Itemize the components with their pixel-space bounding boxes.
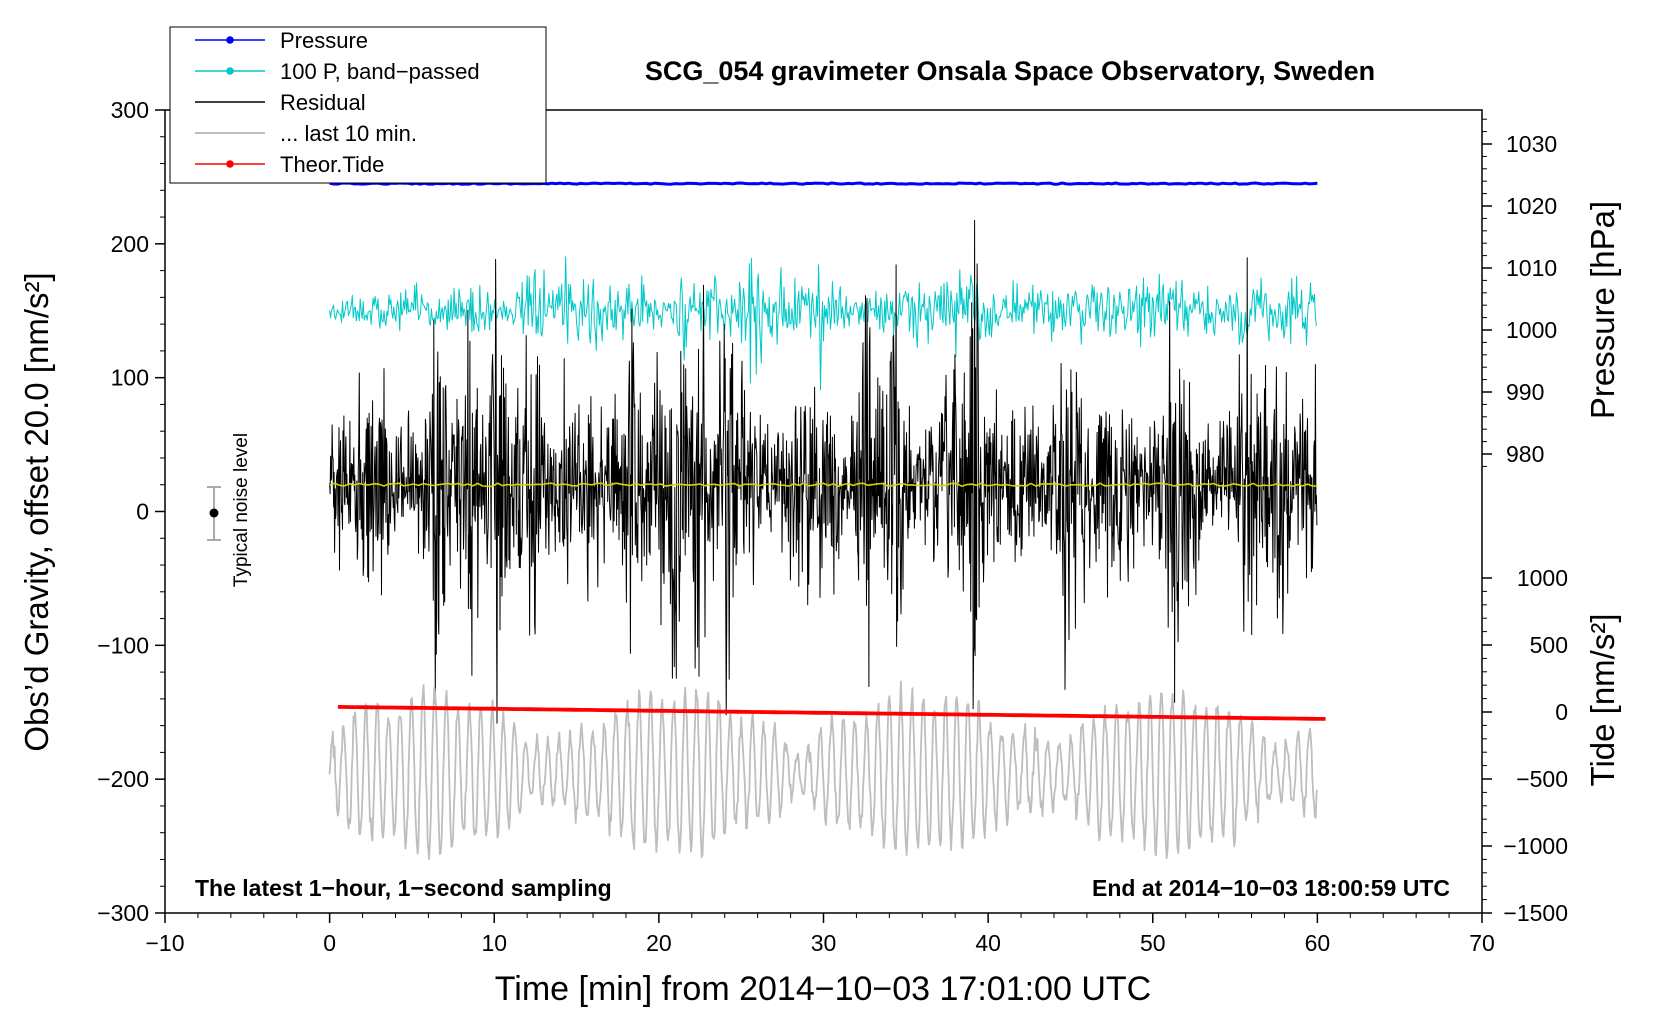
legend-marker xyxy=(226,160,234,168)
y-tick-label: 300 xyxy=(111,97,149,123)
pressure-tick-label: 1000 xyxy=(1506,317,1557,343)
tide-tick-label: 500 xyxy=(1530,632,1568,658)
y-tick-label: 100 xyxy=(111,365,149,391)
x-tick-label: −10 xyxy=(145,930,184,956)
pressure-tick-label: 1030 xyxy=(1506,131,1557,157)
pressure-tick-label: 980 xyxy=(1506,441,1544,467)
plot-frame xyxy=(164,109,1483,914)
y-tick-label: 200 xyxy=(111,231,149,257)
pressure-tick-label: 1020 xyxy=(1506,193,1557,219)
noise-level-label: Typical noise level xyxy=(231,433,252,587)
x-axis-label: Time [min] from 2014−10−03 17:01:00 UTC xyxy=(495,970,1151,1008)
noise-level-point xyxy=(209,508,219,518)
y-axis-label-left: Obs’d Gravity, offset 20.0 [nm/s²] xyxy=(18,272,55,751)
legend-label: Residual xyxy=(280,90,366,115)
y-axis-label-pressure: Pressure [hPa] xyxy=(1584,201,1621,419)
pressure-tick-label: 990 xyxy=(1506,379,1544,405)
axes-layer: −10 0 10 20 30 40 50 60 70−300−200−1000100200300… xyxy=(97,97,1568,956)
series-pressure xyxy=(329,181,1318,186)
annotation-end-time: End at 2014−10−03 18:00:59 UTC xyxy=(1092,875,1450,901)
series-last-10-min xyxy=(328,680,1319,861)
tide-tick-label: 0 xyxy=(1555,699,1568,725)
legend-marker xyxy=(226,36,234,44)
x-tick-label: 40 xyxy=(975,930,1001,956)
series-pressure-bandpassed xyxy=(329,256,1317,391)
x-tick-label: 50 xyxy=(1140,930,1166,956)
y-tick-label: −300 xyxy=(97,900,149,926)
x-tick-label: 10 xyxy=(481,930,507,956)
pressure-tick-label: 1010 xyxy=(1506,255,1557,281)
tide-tick-label: −1000 xyxy=(1503,833,1568,859)
noise-level-indicator: Typical noise level xyxy=(207,433,252,587)
x-tick-label: 70 xyxy=(1469,930,1495,956)
x-tick-label: 60 xyxy=(1305,930,1331,956)
x-tick-label: 20 xyxy=(646,930,672,956)
tide-tick-label: −500 xyxy=(1516,766,1568,792)
legend-label: Theor.Tide xyxy=(280,152,384,177)
series-residual xyxy=(329,219,1318,724)
legend-box xyxy=(169,26,547,184)
series-layer xyxy=(328,181,1326,861)
series-residual-smoothed xyxy=(329,482,1318,488)
tide-tick-label: −1500 xyxy=(1503,900,1568,926)
legend-label: ... last 10 min. xyxy=(280,121,417,146)
legend-label: Pressure xyxy=(280,28,368,53)
legend: Pressure 100 P, band−passed Residual ... la… xyxy=(169,26,547,184)
y-tick-label: −100 xyxy=(97,632,149,658)
legend-entries: Pressure 100 P, band−passed Residual ... la… xyxy=(195,28,480,177)
chart-title: SCG_054 gravimeter Onsala Space Observat… xyxy=(645,56,1375,86)
legend-marker xyxy=(226,67,234,75)
x-tick-label: 30 xyxy=(811,930,837,956)
y-tick-label: −200 xyxy=(97,766,149,792)
legend-label: 100 P, band−passed xyxy=(280,59,480,84)
x-tick-label: 0 xyxy=(323,930,336,956)
annotation-sampling: The latest 1−hour, 1−second sampling xyxy=(195,875,612,901)
y-axis-label-tide: Tide [nm/s²] xyxy=(1584,614,1621,787)
y-tick-label: 0 xyxy=(136,499,149,525)
tide-tick-label: 1000 xyxy=(1517,565,1568,591)
series-theoretical-tide xyxy=(337,705,1326,721)
